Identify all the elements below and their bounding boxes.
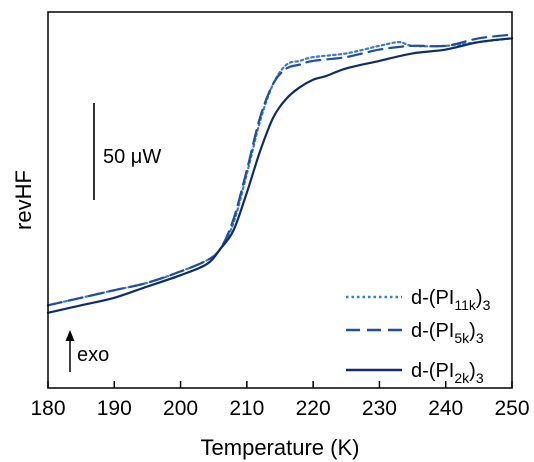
plot-frame [47,11,513,389]
exo-arrow-icon [65,330,75,341]
legend-label-1: d-(PI5k)3 [411,320,484,346]
legend-label-part: d-(PI [411,287,454,309]
legend: d-(PI11k)3d-(PI5k)3d-(PI2k)3 [346,287,491,386]
x-axis: 180 190 200 210 220 230 240 250 [30,381,530,420]
x-tick-label: 240 [428,397,463,420]
x-tick-label: 200 [163,397,198,420]
legend-label-part: d-(PI [411,360,454,382]
legend-label-2: d-(PI2k)3 [411,360,484,386]
x-tick-label: 220 [296,397,331,420]
legend-label-part: 2k [454,370,470,386]
series-line-0 [46,37,514,307]
legend-label-part: d-(PI [411,320,454,342]
x-axis-title: Temperature (K) [201,435,360,460]
x-tick-label: 250 [494,397,529,420]
legend-label-part: ) [476,287,483,309]
plot-area [46,33,514,314]
legend-label-part: 3 [483,297,491,313]
scale-bar-label: 50 μW [103,146,161,168]
legend-label-part: 11k [454,297,477,313]
legend-label-part: ) [469,320,476,342]
legend-label-part: ) [469,360,476,382]
series-line-2 [46,37,514,314]
x-tick-label: 190 [97,397,132,420]
x-tick-label: 180 [30,397,65,420]
legend-label-part: 5k [454,330,470,346]
x-tick-label: 210 [229,397,264,420]
x-tick-label: 230 [362,397,397,420]
legend-label-part: 3 [476,330,484,346]
series-line-1 [46,33,514,307]
legend-label-part: 3 [476,370,484,386]
legend-label-0: d-(PI11k)3 [411,287,491,313]
y-axis-title: revHF [11,170,36,230]
exo-label: exo [77,344,109,366]
